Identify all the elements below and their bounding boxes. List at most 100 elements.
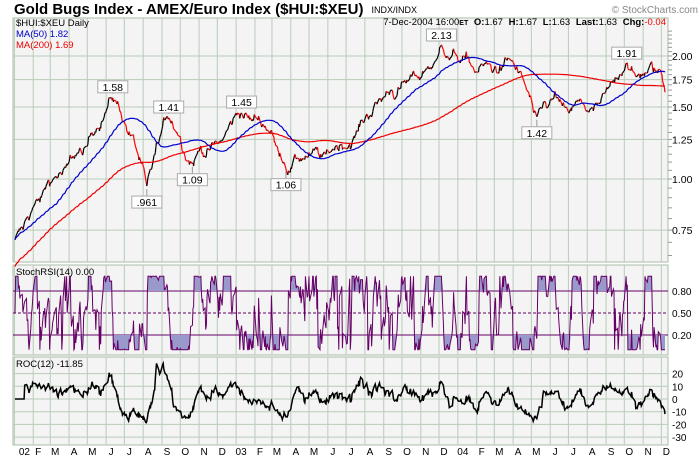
- price-segment: [651, 65, 654, 71]
- annotation-box: [521, 126, 553, 140]
- x-tick-label: D: [663, 447, 670, 458]
- price-segment: [52, 177, 55, 180]
- price-segment: [168, 117, 170, 119]
- price-segment: [134, 145, 138, 152]
- price-segment: [631, 69, 634, 72]
- price-segment: [363, 118, 366, 122]
- price-segment: [647, 68, 650, 71]
- x-tick-label: M: [532, 447, 540, 458]
- price-segment: [397, 86, 400, 90]
- price-segment: [395, 94, 398, 97]
- price-segment: [623, 63, 627, 72]
- price-segment: [57, 173, 60, 178]
- high-label: H:: [509, 17, 519, 28]
- price-segment: [104, 107, 108, 114]
- x-tick-label: J: [127, 447, 132, 458]
- annotation-label: 1.91: [617, 48, 638, 60]
- x-tick-label: S: [385, 447, 392, 458]
- roc-line: [15, 360, 666, 424]
- price-segment: [551, 97, 555, 100]
- annotation-box: [97, 80, 129, 94]
- price-segment: [125, 126, 128, 132]
- price-segment: [604, 90, 607, 93]
- x-tick-label: A: [515, 447, 522, 458]
- price-segment: [180, 144, 183, 151]
- price-segment: [419, 78, 421, 81]
- price-segment: [95, 128, 97, 133]
- price-segment: [451, 54, 453, 57]
- price-segment: [574, 101, 577, 105]
- price-segment: [31, 207, 34, 211]
- annotation-label: 1.58: [103, 82, 124, 94]
- price-segment: [154, 146, 157, 153]
- price-segment: [245, 112, 249, 117]
- price-segment: [151, 165, 153, 169]
- price-tick-label: 1.25: [672, 134, 693, 146]
- price-segment: [483, 62, 487, 65]
- price-segment: [413, 72, 416, 76]
- price-segment: [516, 66, 518, 69]
- x-tick-label: N: [200, 447, 207, 458]
- price-segment: [494, 65, 497, 71]
- price-segment: [389, 90, 392, 93]
- price-segment: [92, 133, 95, 136]
- price-segment: [545, 104, 548, 109]
- low-value: 1.63: [552, 17, 571, 28]
- price-segment: [231, 122, 234, 125]
- annotation-box: [425, 28, 457, 42]
- price-segment: [366, 114, 369, 118]
- annotation-box: [270, 178, 302, 192]
- annotation-label: 1.06: [276, 180, 297, 192]
- price-segment: [45, 181, 49, 187]
- price-segment: [503, 59, 506, 64]
- price-segment: [432, 61, 436, 66]
- price-segment: [587, 110, 589, 113]
- price-segment: [184, 156, 187, 161]
- price-segment: [470, 64, 472, 67]
- exchange-label: INDX/INDX: [372, 5, 418, 15]
- x-tick-label: M: [51, 447, 59, 458]
- x-tick-label: M: [495, 447, 503, 458]
- price-segment: [221, 139, 224, 142]
- price-segment: [123, 121, 126, 125]
- price-segment: [176, 132, 179, 136]
- price-segment: [630, 66, 633, 70]
- price-segment: [364, 113, 368, 120]
- price-segment: [512, 62, 515, 64]
- price-segment: [531, 105, 534, 111]
- price-segment: [547, 103, 551, 108]
- price-segment: [143, 167, 147, 179]
- price-segment: [77, 151, 80, 154]
- price-segment: [381, 96, 385, 101]
- price-segment: [159, 134, 162, 137]
- roc-tick-label: -30: [672, 433, 687, 444]
- x-tick-label: A: [292, 447, 299, 458]
- price-segment: [659, 69, 662, 72]
- price-segment: [264, 125, 267, 129]
- price-segment: [304, 155, 308, 158]
- price-segment: [53, 177, 55, 179]
- price-segment: [132, 134, 135, 140]
- price-segment: [81, 153, 84, 156]
- price-segment: [392, 93, 395, 97]
- price-segment: [174, 130, 177, 132]
- ma50-legend: MA(50) 1.82: [16, 29, 68, 40]
- price-segment: [34, 201, 37, 204]
- price-segment: [83, 145, 87, 149]
- low-label: L:: [543, 17, 552, 28]
- price-segment: [606, 86, 610, 90]
- price-segment: [566, 108, 569, 111]
- price-segment: [261, 125, 263, 128]
- price-segment: [205, 155, 207, 158]
- price-segment: [27, 216, 29, 219]
- price-segment: [524, 83, 526, 86]
- x-tick-label: A: [589, 447, 596, 458]
- price-segment: [52, 178, 54, 181]
- price-segment: [202, 152, 204, 157]
- price-segment: [307, 156, 309, 158]
- price-segment: [291, 163, 294, 167]
- price-segment: [294, 154, 297, 158]
- stochrsi-oversold-fill: [15, 335, 665, 350]
- price-segment: [580, 99, 583, 103]
- price-segment: [371, 114, 373, 118]
